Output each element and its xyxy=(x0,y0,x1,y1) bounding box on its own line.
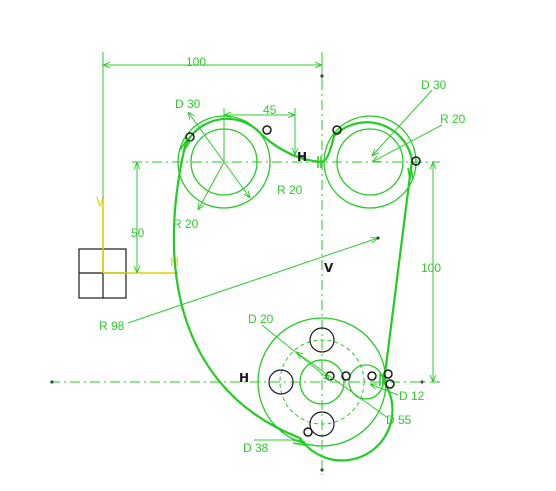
dim-45[interactable]: 45 xyxy=(263,103,277,117)
bolt-hole-bottom[interactable] xyxy=(309,411,335,437)
v-axis-label: V xyxy=(96,195,105,209)
constraint-h-bottom: H xyxy=(239,371,249,385)
dim-100-right[interactable]: 100 xyxy=(421,261,441,275)
endpoint-dots xyxy=(50,74,424,472)
dim-r20-mid[interactable]: R 20 xyxy=(277,183,303,197)
leader-d30-left[interactable] xyxy=(188,112,250,198)
leader-r20-left[interactable] xyxy=(198,161,225,210)
dim-100-top[interactable]: 100 xyxy=(186,55,206,69)
leader-r20-right[interactable] xyxy=(372,124,443,162)
leader-d12[interactable] xyxy=(370,384,399,396)
bolt-hole-top[interactable] xyxy=(309,327,335,353)
dim-d30-right[interactable]: D 30 xyxy=(421,78,447,92)
leader-d55[interactable] xyxy=(296,352,389,419)
leader-r98[interactable] xyxy=(127,238,378,324)
bottom-pulley-pcd xyxy=(279,339,365,425)
dim-d12[interactable]: D 12 xyxy=(399,389,425,403)
dim-d20[interactable]: D 20 xyxy=(248,312,274,326)
leader-d30-right[interactable] xyxy=(372,89,433,156)
dim-r20-right[interactable]: R 20 xyxy=(440,112,466,126)
dim-50[interactable]: 50 xyxy=(131,226,145,240)
dim-r20-left[interactable]: R 20 xyxy=(173,217,199,231)
dim-d30-left[interactable]: D 30 xyxy=(175,97,201,111)
bolt-hole-left[interactable] xyxy=(268,369,294,395)
dim-d38[interactable]: D 38 xyxy=(243,441,269,455)
dim-r98[interactable]: R 98 xyxy=(99,319,125,333)
constraint-v-center: V xyxy=(324,261,334,275)
constraint-h-top: H xyxy=(297,150,307,164)
right-pulley-inner[interactable] xyxy=(336,128,404,196)
axis-gizmo[interactable]: H V xyxy=(78,195,179,299)
bottom-hub[interactable] xyxy=(299,359,345,405)
dim-d55[interactable]: D 55 xyxy=(386,413,412,427)
